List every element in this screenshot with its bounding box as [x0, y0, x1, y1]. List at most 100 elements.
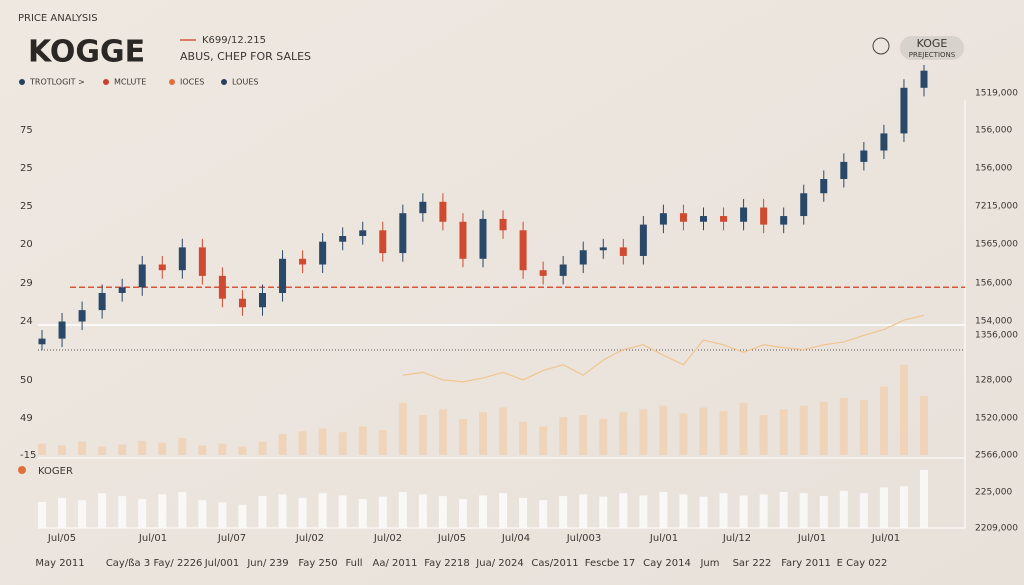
right-axis-label: 1565,000 — [975, 240, 1018, 250]
candle-body — [259, 293, 266, 308]
lower-bar — [599, 496, 608, 528]
volume-bar — [298, 431, 307, 455]
candle-body — [599, 247, 607, 251]
volume-bar — [799, 405, 808, 455]
lower-bar — [639, 495, 648, 528]
candle-body — [339, 236, 347, 242]
candle-body — [459, 221, 467, 259]
x-tick-label: Jum — [699, 558, 719, 569]
candle-body — [679, 213, 687, 222]
left-axis-label: 29 — [20, 278, 33, 289]
icon[interactable] — [872, 37, 890, 55]
legend-label: TROTLOGIT > — [29, 78, 85, 87]
lower-bar — [58, 497, 67, 528]
volume-bar — [619, 412, 628, 455]
x-tick-label: Cay/ßa 3 — [106, 558, 150, 569]
candle-body — [579, 250, 587, 265]
volume-bar — [639, 409, 648, 455]
right-axis-label: 7215,000 — [975, 202, 1018, 212]
lower-bar — [358, 499, 367, 528]
left-axis-label: 25 — [20, 201, 33, 212]
candle-body — [178, 247, 186, 271]
volume-bar — [338, 432, 347, 455]
legend-label: IOCES — [180, 78, 204, 87]
volume-bar — [499, 407, 508, 455]
candle-body — [359, 230, 367, 236]
lower-bar — [839, 490, 848, 528]
candle-body — [499, 218, 507, 231]
volume-bar — [98, 446, 107, 455]
volume-bar — [258, 441, 267, 455]
header-label: PRICE ANALYSIS — [18, 13, 98, 24]
volume-bar — [599, 418, 608, 455]
lower-bar — [438, 496, 447, 528]
candle-body — [860, 150, 868, 162]
right-axis-label: 2209,000 — [975, 524, 1018, 534]
lower-bar — [499, 493, 508, 528]
candle-body — [238, 298, 246, 308]
volume-bar — [118, 444, 127, 455]
left-axis-label: 25 — [20, 163, 33, 174]
x-tick-label: Jul/05 — [47, 533, 76, 544]
x-tick-label: Fay 2218 — [424, 558, 470, 569]
candle-body — [880, 133, 888, 151]
legend-dot — [19, 79, 25, 85]
volume-bar — [78, 441, 87, 455]
x-tick-label: Jun/ 239 — [246, 558, 288, 569]
volume-bar — [759, 415, 768, 455]
lower-bar — [338, 495, 347, 528]
volume-bar — [398, 402, 407, 455]
lower-bar — [819, 496, 828, 528]
legend-label: MCLUTE — [114, 78, 146, 87]
candle-body — [659, 213, 667, 225]
lower-bar — [458, 499, 467, 528]
badge-title: KOGE — [917, 37, 948, 50]
lower-bar — [118, 496, 127, 528]
candle-body — [98, 293, 106, 311]
volume-bar — [559, 417, 568, 455]
badge-subtitle: PREJECTIONS — [909, 51, 956, 59]
right-axis-label: 225,000 — [975, 488, 1012, 498]
candle-body — [820, 179, 828, 194]
x-tick-label: Jul/02 — [373, 533, 402, 544]
lower-bar — [418, 494, 427, 528]
volume-bar — [438, 409, 447, 455]
candle-body — [279, 258, 287, 293]
lower-bar — [78, 500, 87, 528]
volume-bar — [238, 446, 247, 455]
badge[interactable] — [900, 36, 964, 60]
candle-body — [780, 216, 788, 225]
x-tick-label: Jul/01 — [649, 533, 678, 544]
lower-bar — [779, 492, 788, 528]
x-tick-label: Cas/2011 — [531, 558, 578, 569]
lower-bar — [679, 494, 688, 528]
left-axis-label: -15 — [20, 450, 36, 461]
lower-bar — [739, 495, 748, 528]
left-axis-label: 50 — [20, 375, 33, 386]
volume-bar — [519, 421, 528, 455]
candle-body — [299, 258, 307, 265]
volume-bar — [879, 386, 888, 455]
volume-bar — [358, 426, 367, 455]
subtitle-code: K699/12.215 — [202, 35, 266, 46]
volume-bar — [479, 412, 487, 455]
lower-bar — [699, 496, 708, 528]
lower-bar — [218, 502, 227, 528]
right-axis-label: 128,000 — [975, 376, 1012, 386]
lower-bar — [559, 496, 568, 528]
lower-bar — [920, 470, 928, 528]
x-tick-label: Jul/05 — [437, 533, 466, 544]
x-tick-label: Fay/ 2226 — [154, 558, 203, 569]
lower-bar — [198, 500, 207, 528]
volume-bar — [138, 440, 147, 455]
volume-bar — [58, 445, 67, 455]
lower-bar — [879, 487, 888, 528]
candle-body — [900, 87, 908, 134]
trend-line — [402, 314, 925, 383]
candle-body — [198, 247, 206, 276]
volume-bar — [579, 415, 588, 455]
chart-title: KOGGE — [28, 35, 145, 70]
x-tick-label: E Cay 022 — [837, 558, 888, 569]
